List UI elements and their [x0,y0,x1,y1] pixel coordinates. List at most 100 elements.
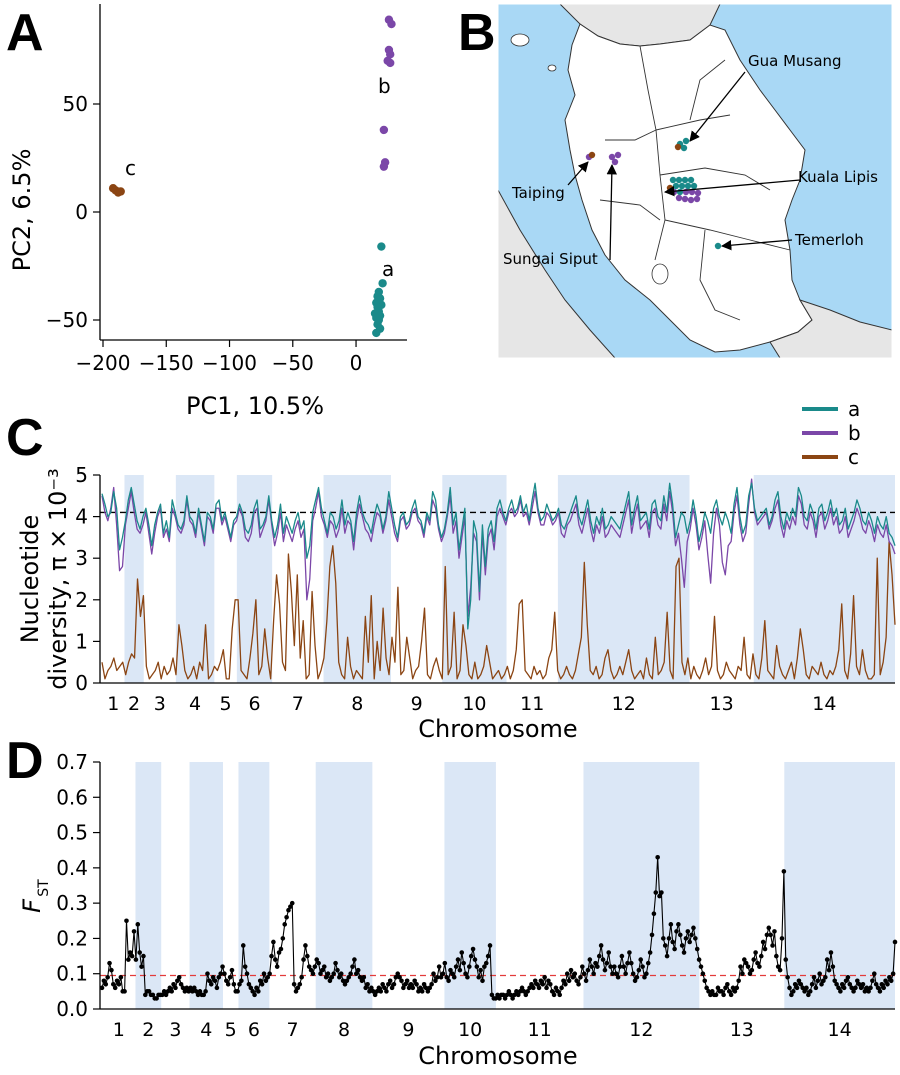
fst-point [369,985,374,991]
fst-point [828,950,834,955]
fst-point [892,939,898,945]
panel-a-pca-scatter: A −200 −150 −100 −50 0 −50 0 50 a b c PC1, 10.5… [6,4,407,420]
fst-point [137,950,142,955]
fst-point [143,992,148,998]
fst-point [419,989,425,994]
fst-point [536,985,542,991]
panel-d-chromosome-label: 11 [528,1019,552,1041]
fst-point [757,964,762,969]
fst-point [393,974,399,980]
panel-a-x-tick-label: −200 [76,351,131,375]
pca-point-b [386,58,395,68]
panel-a-x-tick-label: −50 [272,351,314,375]
fst-point [821,978,826,984]
fst-point [534,982,540,987]
fst-point [630,971,636,977]
fst-point [514,989,519,994]
fst-point [883,978,888,984]
fst-point [280,936,286,941]
panel-c-chromosome-label: 1 [107,693,119,715]
fst-point [834,982,839,987]
fst-point [604,960,610,966]
fst-point [169,989,174,994]
fst-point [476,974,482,980]
fst-point [628,960,634,966]
fst-point [271,939,276,945]
fst-point [555,989,561,994]
fst-point [696,957,702,962]
fst-point [796,978,802,984]
fst-point [721,992,726,998]
fst-point [421,982,427,987]
fst-point [527,985,532,991]
fst-point [224,978,229,984]
fst-point [740,971,745,977]
panel-c-chromosome-label: 7 [292,693,304,715]
fst-point [416,989,421,994]
map-site-dot-b [675,194,683,202]
fst-point [870,978,875,984]
panel-d-y-title-sub: ST [36,879,52,897]
fst-point [382,985,387,991]
fst-point [265,974,271,980]
panel-d-chromosome-label: 14 [828,1019,852,1041]
fst-point [497,996,502,1001]
fst-point [725,982,730,987]
fst-point [495,992,500,998]
pca-point-a [377,242,386,251]
fst-point [444,974,450,980]
fst-point [333,960,338,966]
fst-point [159,992,165,998]
fst-point [274,964,280,969]
diversity-line-c [101,540,896,680]
fst-point [817,971,822,977]
fst-point [103,982,109,987]
fst-point [881,985,886,991]
fst-point [214,985,220,991]
fst-point [636,967,642,973]
fst-point [425,989,431,994]
fst-point [587,957,593,962]
fst-point [790,989,796,994]
fst-point [386,982,391,987]
map-singapore-land [769,299,892,358]
map-site-dot-a [684,182,692,190]
fst-point [751,957,757,962]
fst-point [365,982,370,987]
fst-point [868,985,873,991]
fst-point [687,939,692,945]
fst-point [257,978,263,984]
fst-point [299,974,304,980]
fst-point [736,978,741,984]
panel-c-y-title-line1: Nucleotide [16,515,44,644]
map-label-kuala-lipis: Kuala Lipis [798,168,878,186]
panel-c-y-tick-label: 4 [75,505,88,529]
fst-point [600,957,606,962]
fst-point [649,932,655,938]
fst-point [207,978,212,984]
pca-point-c [116,187,125,196]
fst-point [161,989,167,994]
fst-point [653,890,659,895]
fst-point [789,992,794,998]
fst-point [487,943,493,948]
fst-point [811,974,817,980]
fst-point [860,982,866,987]
fst-point [276,950,282,955]
fst-point [446,978,451,984]
fst-point [210,974,216,980]
fst-point [777,967,783,973]
fst-point [657,893,662,899]
cluster-label-c: c [125,156,136,180]
fst-point [150,992,156,998]
fst-point [523,992,529,998]
fst-point [483,960,489,966]
map-site-dot-b [687,196,695,204]
panel-c-letter: C [6,409,44,467]
fst-point [186,989,191,994]
fst-point [745,964,751,969]
fst-point [216,974,222,980]
fst-point [222,971,227,977]
panel-a-y-tick-label: 0 [75,200,88,224]
